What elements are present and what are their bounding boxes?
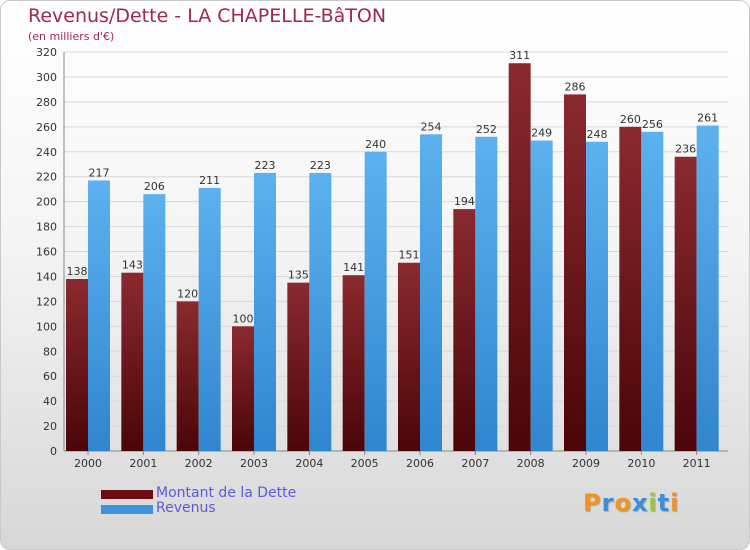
x-tick-label: 2010 bbox=[627, 457, 655, 470]
bar-revenus bbox=[530, 140, 553, 451]
bar-dette bbox=[508, 63, 531, 452]
chart-title: Revenus/Dette - LA CHAPELLE-BâTON bbox=[28, 5, 387, 27]
bar-dette bbox=[232, 326, 254, 451]
y-tick-label: 260 bbox=[36, 121, 57, 134]
x-tick-label: 2001 bbox=[129, 457, 157, 470]
y-tick-label: 60 bbox=[43, 370, 57, 383]
bar-revenus bbox=[696, 125, 719, 452]
value-label-dette: 138 bbox=[67, 265, 88, 278]
value-label-dette: 143 bbox=[122, 259, 143, 272]
value-label-dette: 286 bbox=[565, 80, 586, 93]
bar-revenus bbox=[254, 172, 276, 451]
value-label-revenus: 256 bbox=[642, 118, 663, 131]
x-tick-label: 2009 bbox=[572, 457, 600, 470]
bar-dette bbox=[619, 126, 642, 451]
y-tick-label: 20 bbox=[43, 420, 57, 433]
bar-dette bbox=[121, 272, 144, 451]
value-label-dette: 260 bbox=[620, 113, 641, 126]
logo-letter: x bbox=[631, 489, 649, 517]
y-tick-label: 200 bbox=[36, 196, 57, 209]
value-label-revenus: 254 bbox=[421, 120, 442, 133]
value-label-dette: 311 bbox=[509, 49, 530, 62]
value-label-revenus: 240 bbox=[365, 138, 386, 151]
bar-revenus bbox=[475, 136, 498, 451]
value-label-revenus: 217 bbox=[89, 166, 110, 179]
logo-letter: o bbox=[614, 489, 632, 517]
legend-label-revenus: Revenus bbox=[156, 500, 216, 516]
legend-swatch-dette bbox=[101, 490, 153, 499]
y-tick-label: 300 bbox=[36, 71, 57, 84]
value-label-revenus: 211 bbox=[199, 174, 220, 187]
logo-letter: t bbox=[657, 489, 671, 517]
bar-revenus bbox=[420, 134, 442, 451]
chart-subtitle: (en milliers d'€) bbox=[28, 30, 115, 43]
value-label-dette: 236 bbox=[675, 143, 696, 156]
bar-revenus bbox=[364, 151, 387, 451]
y-tick-label: 140 bbox=[36, 270, 57, 283]
value-label-dette: 135 bbox=[288, 269, 309, 282]
y-tick-label: 220 bbox=[36, 171, 57, 184]
legend-swatch-revenus bbox=[101, 505, 153, 514]
bar-dette bbox=[176, 301, 199, 451]
bar-dette bbox=[674, 156, 697, 452]
value-label-revenus: 252 bbox=[476, 123, 497, 136]
logo-letter: r bbox=[601, 489, 615, 517]
value-label-revenus: 248 bbox=[587, 128, 608, 141]
legend-label-dette: Montant de la Dette bbox=[156, 485, 297, 501]
y-tick-label: 160 bbox=[36, 246, 57, 259]
x-tick-label: 2004 bbox=[295, 457, 323, 470]
bar-dette bbox=[453, 209, 476, 451]
x-tick-label: 2008 bbox=[517, 457, 545, 470]
value-label-revenus: 223 bbox=[310, 159, 331, 172]
x-tick-label: 2011 bbox=[683, 457, 711, 470]
y-tick-label: 100 bbox=[36, 320, 57, 333]
y-tick-label: 80 bbox=[43, 345, 57, 358]
bar-revenus bbox=[198, 187, 221, 452]
value-label-revenus: 249 bbox=[531, 127, 552, 140]
proxiti-logo: Proxiti bbox=[583, 489, 679, 517]
x-tick-label: 2000 bbox=[74, 457, 102, 470]
y-tick-label: 120 bbox=[36, 295, 57, 308]
value-label-dette: 141 bbox=[343, 261, 364, 274]
bar-dette bbox=[287, 282, 310, 451]
bar-revenus bbox=[88, 180, 110, 451]
value-label-dette: 120 bbox=[177, 287, 198, 300]
bar-dette bbox=[564, 94, 586, 452]
x-tick-label: 2005 bbox=[351, 457, 379, 470]
y-tick-label: 180 bbox=[36, 221, 57, 234]
logo-letter: P bbox=[583, 489, 602, 517]
value-label-revenus: 223 bbox=[255, 159, 276, 172]
value-label-dette: 151 bbox=[399, 249, 420, 262]
value-label-dette: 100 bbox=[233, 312, 254, 325]
bar-dette bbox=[398, 262, 420, 451]
x-tick-label: 2002 bbox=[185, 457, 213, 470]
logo-letter: i bbox=[670, 489, 680, 517]
x-tick-label: 2003 bbox=[240, 457, 268, 470]
logo-letter: i bbox=[648, 489, 658, 517]
bar-revenus bbox=[143, 194, 166, 452]
x-tick-label: 2007 bbox=[461, 457, 489, 470]
value-label-revenus: 261 bbox=[697, 112, 718, 125]
value-label-dette: 194 bbox=[454, 195, 475, 208]
y-tick-label: 240 bbox=[36, 146, 57, 159]
bar-revenus bbox=[641, 131, 664, 452]
bar-revenus bbox=[309, 172, 332, 451]
y-tick-label: 0 bbox=[50, 445, 57, 458]
bar-dette bbox=[342, 275, 365, 451]
bar-revenus bbox=[586, 141, 608, 451]
bar-dette bbox=[66, 278, 88, 451]
x-tick-label: 2006 bbox=[406, 457, 434, 470]
value-label-revenus: 206 bbox=[144, 180, 165, 193]
y-tick-label: 280 bbox=[36, 96, 57, 109]
y-tick-label: 40 bbox=[43, 395, 57, 408]
y-tick-label: 320 bbox=[36, 46, 57, 59]
